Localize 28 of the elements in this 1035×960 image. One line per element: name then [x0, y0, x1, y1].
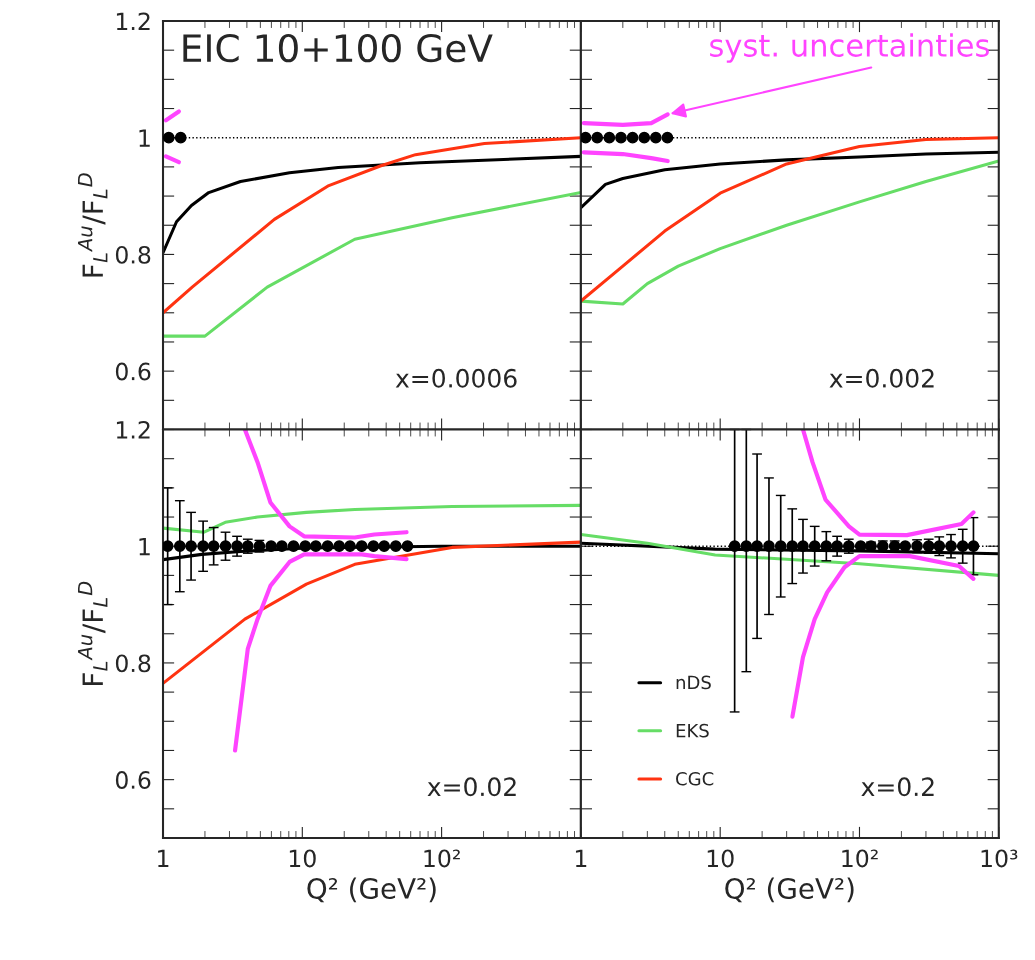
x-tick-label: 1 [575, 849, 587, 868]
annotation: x=0.0006 [395, 368, 517, 388]
y-tick-label: 1.2 [116, 12, 150, 30]
y-tick-label: 1 [139, 537, 150, 556]
y-axis-title: F$_{L}$$^{Au}$/F$_{L}$$^{D}$ [78, 173, 108, 277]
x-axis-title: Q² (GeV²) [725, 877, 854, 903]
x-tick-label: 1 [158, 849, 169, 868]
y-tick-label: 0.8 [115, 245, 151, 264]
legend-label: CGC [676, 771, 714, 786]
y-tick-label: 0.8 [115, 654, 151, 673]
x-tick-label: 10² [424, 849, 460, 868]
y-tick-label: 1.2 [116, 420, 150, 439]
x-tick-label: 10 [289, 849, 316, 868]
annotation: x=0.02 [427, 777, 516, 797]
x-tick-label: 10 [707, 849, 734, 868]
y-axis-title: F$_{L}$$^{Au}$/F$_{L}$$^{D}$ [78, 581, 108, 685]
x-tick-label: 10³ [981, 849, 1018, 868]
annotation: syst. uncertainties [710, 33, 989, 63]
y-tick-label: 0.6 [115, 771, 151, 789]
legend-label: nDS [676, 675, 711, 690]
chart-title: EIC 10+100 GeV [183, 33, 493, 63]
legend-label: EKS [676, 723, 709, 738]
y-tick-label: 1 [139, 129, 150, 147]
x-axis-title: Q² (GeV²) [307, 877, 436, 903]
annotation: x=0.002 [829, 368, 934, 388]
x-tick-label: 10² [842, 849, 878, 868]
annotation: x=0.2 [861, 777, 934, 797]
y-tick-label: 0.6 [115, 362, 151, 381]
